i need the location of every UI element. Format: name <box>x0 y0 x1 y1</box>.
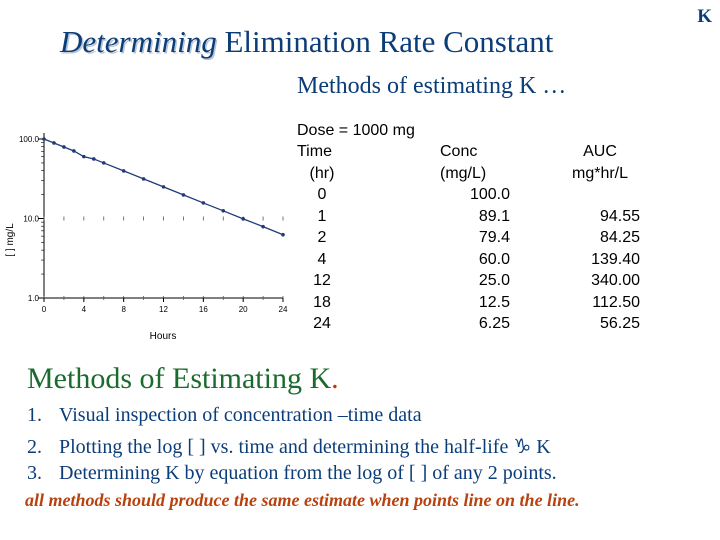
data-point <box>91 157 96 161</box>
table-cell-conc: 89.1 <box>478 207 510 225</box>
method-item-1: 1. Visual inspection of concentration –ti… <box>27 404 422 427</box>
method-number: 1. <box>27 404 42 426</box>
page-title: Determining Elimination Rate Constant <box>60 24 553 60</box>
table-cell-auc: 94.55 <box>599 207 640 225</box>
x-tick-label: 12 <box>159 305 168 314</box>
x-tick-label: 20 <box>239 305 248 314</box>
table-cell-auc: 340.00 <box>591 272 640 289</box>
concentration-chart: 100.0 10.0 1.00 4 8 12 16 20 24 [ ] mg/L Hours <box>5 133 288 342</box>
table-cell-time: 24 <box>313 315 331 332</box>
time-header-2: (hr) <box>309 164 335 182</box>
method-suffix: K <box>531 436 551 458</box>
x-tick-label: 0 <box>42 305 47 314</box>
table-cell-conc: 12.5 <box>478 293 510 311</box>
table-cell-auc <box>560 184 640 206</box>
table-cell-conc: 79.4 <box>478 229 510 246</box>
x-axis-label: Hours <box>150 331 177 342</box>
table-cell-time: 12 <box>313 272 331 289</box>
method-item-2: 2. Plotting the log [ ] vs. time and dete… <box>27 434 551 459</box>
methods-heading-text: Methods of Estimating K <box>27 362 332 395</box>
x-tick-label: 24 <box>279 305 288 314</box>
y-axis-label: [ ] mg/L <box>5 223 16 257</box>
data-point <box>82 154 86 159</box>
arrow-symbol-icon: ♑ <box>513 434 532 458</box>
method-number: 2. <box>27 436 42 458</box>
data-point <box>161 185 166 189</box>
table-cell-time: 2 <box>317 229 327 246</box>
title-italic: Determining <box>60 24 217 59</box>
method-item-3: 3. Determining K by equation from the log… <box>27 462 557 485</box>
conc-header-2: (mg/L) <box>440 164 487 182</box>
x-tick-label: 8 <box>121 305 126 314</box>
y-tick-label: 1.0 <box>28 294 40 303</box>
x-tick-label: 4 <box>82 305 87 314</box>
dose-label: Dose = 1000 mg <box>297 122 415 139</box>
table-cell-conc: 100.0 <box>469 186 510 203</box>
data-point <box>181 193 186 197</box>
x-tick-label: 16 <box>199 305 208 314</box>
method-text: Plotting the log [ ] vs. time and determ… <box>59 436 514 458</box>
method-text: Visual inspection of concentration –time… <box>59 404 422 426</box>
auc-header-2: mg*hr/L <box>571 164 629 182</box>
title-rest: Elimination Rate Constant <box>216 24 554 59</box>
data-point <box>201 201 206 205</box>
method-text: Determining K by equation from the log o… <box>59 462 557 484</box>
time-header-1: Time <box>297 143 332 160</box>
data-point <box>241 217 245 221</box>
data-point <box>101 161 106 165</box>
method-number: 3. <box>27 462 42 484</box>
methods-heading: Methods of Estimating K. <box>27 362 339 396</box>
corner-label: K <box>697 6 712 27</box>
table-cell-auc: 139.40 <box>591 250 640 268</box>
methods-heading-dot: . <box>331 362 339 395</box>
conc-header-1: Conc <box>440 143 478 160</box>
auc-header-1: AUC <box>583 143 617 160</box>
table-cell-auc: 56.25 <box>599 315 640 332</box>
data-point <box>221 208 226 213</box>
subtitle: Methods of estimating K … <box>297 73 567 99</box>
table-cell-time: 18 <box>313 293 331 311</box>
time-column: Time (hr) 0 1 2 4 12 18 24 <box>297 141 347 332</box>
chart-axes: 100.0 10.0 1.00 4 8 12 16 20 24 <box>19 133 288 314</box>
y-tick-label: 100.0 <box>19 135 40 144</box>
data-point <box>121 169 126 173</box>
table-cell-time: 0 <box>317 186 327 203</box>
conc-column: Conc (mg/L) 100.0 89.1 79.4 60.0 25.0 12.5 6.2… <box>440 141 510 332</box>
table-cell-time: 1 <box>317 207 327 225</box>
table-cell-time: 4 <box>317 250 327 268</box>
table-cell-auc: 84.25 <box>599 229 640 246</box>
data-point <box>261 224 265 229</box>
y-tick-label: 10.0 <box>23 215 39 224</box>
footnote: all methods should produce the same esti… <box>25 490 580 510</box>
table-cell-conc: 25.0 <box>478 272 510 289</box>
data-point <box>141 177 146 181</box>
table-cell-auc: 112.50 <box>592 293 640 311</box>
chart-marks <box>42 137 285 237</box>
series-line <box>43 138 284 236</box>
data-point <box>62 145 66 149</box>
table-cell-conc: 60.0 <box>478 250 510 268</box>
data-point <box>281 232 285 237</box>
table-cell-conc: 6.25 <box>478 315 510 332</box>
auc-column: AUC mg*hr/L 94.55 84.25 139.40 340.00 112.50… <box>560 141 640 332</box>
data-point <box>72 149 76 153</box>
data-point <box>52 141 56 145</box>
data-point <box>42 137 46 141</box>
